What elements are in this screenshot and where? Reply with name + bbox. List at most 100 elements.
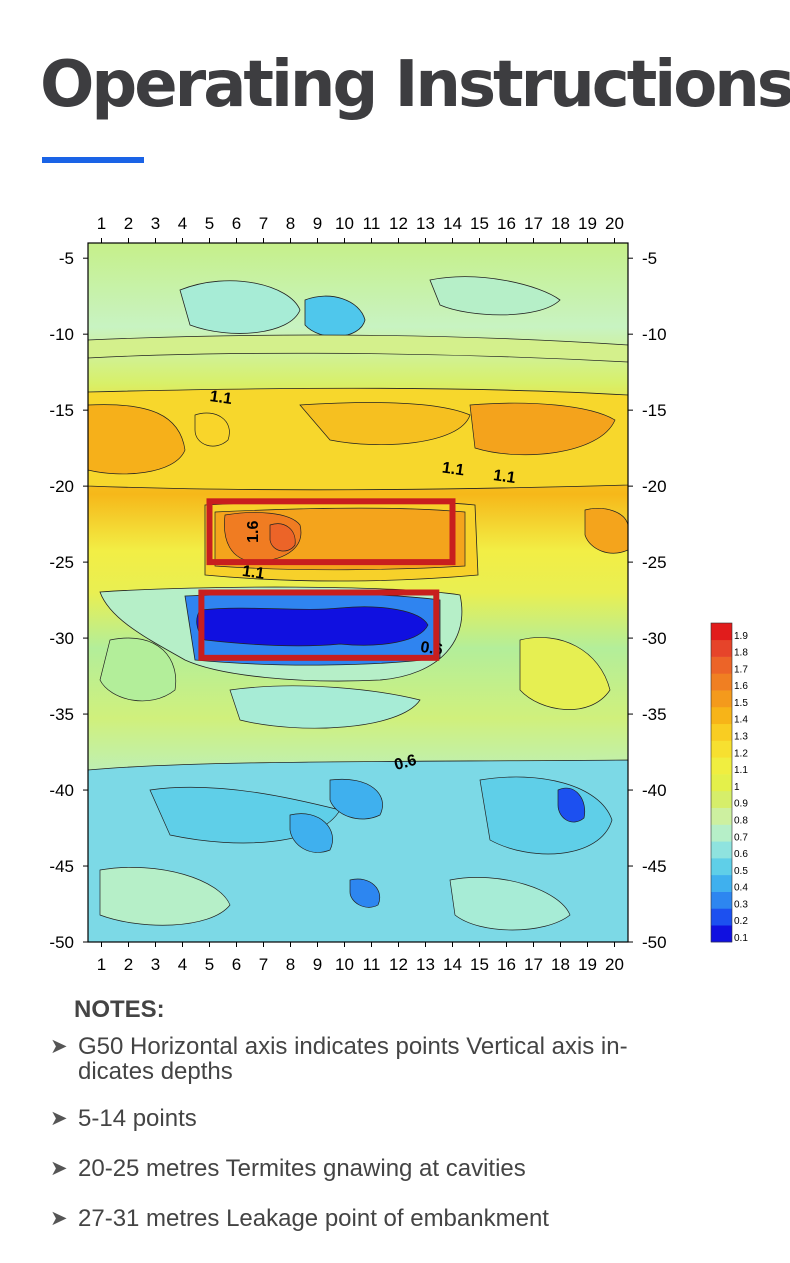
y-tick-label-right: -5 [642,249,657,268]
arrow-icon: ➤ [50,1035,68,1058]
x-tick-label-top: 7 [259,214,268,233]
colorbar-label: 1.5 [734,698,748,709]
x-tick-label-bottom: 13 [416,955,435,974]
contour-label: 1.1 [241,563,265,583]
colorbar-swatch [711,891,732,909]
contour-patch [584,508,628,554]
colorbar-swatch [711,740,732,758]
colorbar-label: 0.8 [734,815,748,826]
contour-patch [299,402,471,446]
arrow-icon: ➤ [50,1207,68,1230]
note-text: 5-14 points [78,1105,197,1132]
colorbar-swatch [711,807,732,825]
colorbar-label: 1.6 [734,681,748,692]
x-tick-label-bottom: 10 [335,955,354,974]
x-tick-label-top: 16 [497,214,516,233]
arrow-icon: ➤ [50,1107,68,1130]
x-tick-label-bottom: 9 [313,955,322,974]
colorbar-label: 1.7 [734,664,748,675]
colorbar-label: 0.5 [734,866,748,877]
colorbar-swatch [711,908,732,926]
contour-patch [179,280,301,334]
colorbar-label: 0.3 [734,899,748,910]
y-tick-label-left: -5 [59,249,74,268]
x-tick-label-top: 1 [97,214,106,233]
colorbar-border [710,622,733,943]
contour-label: 1.1 [492,467,516,487]
contour-patch [329,778,383,820]
note-item: ➤ G50 Horizontal axis indicates points V… [50,1032,740,1084]
x-tick-label-bottom: 17 [524,955,543,974]
contour-patch [469,402,616,456]
y-tick-label-right: -15 [642,401,667,420]
x-tick-label-top: 11 [363,214,381,233]
contour-chart: 1.11.1 1.11.61.10.60.6 112233445566778899… [49,214,748,974]
notes-heading: NOTES: [74,996,165,1023]
colorbar-label: 1 [734,782,740,793]
x-tick-label-bottom: 6 [232,955,241,974]
colorbar-label: 0.2 [734,916,748,927]
colorbar-swatch [711,824,732,842]
y-tick-label-left: -10 [49,325,74,344]
x-tick-label-bottom: 3 [151,955,160,974]
arrow-icon: ➤ [50,1157,68,1180]
note-item: ➤ 27-31 metres Leakage point of embankme… [50,1204,740,1234]
x-tick-label-top: 20 [605,214,624,233]
x-tick-label-bottom: 1 [97,955,106,974]
contour-patch [289,813,333,853]
x-tick-label-top: 8 [286,214,295,233]
y-tick-label-right: -30 [642,629,667,648]
x-tick-label-bottom: 11 [363,955,381,974]
contour-label: 1.6 [245,520,262,542]
page-title: Operating Instructions [40,48,790,122]
note-item: ➤ 5-14 points [50,1104,740,1134]
colorbar-swatch [711,925,732,943]
x-tick-label-top: 14 [443,214,462,233]
colorbar-label: 1.3 [734,732,748,743]
colorbar-swatch [711,639,732,657]
y-tick-label-right: -50 [642,933,667,952]
x-tick-label-top: 5 [205,214,214,233]
x-tick-label-bottom: 5 [205,955,214,974]
x-tick-label-bottom: 7 [259,955,268,974]
notes-section: NOTES: ➤ G50 Horizontal axis indicates p… [50,996,740,1254]
colorbar-swatch [711,656,732,674]
x-tick-label-top: 4 [178,214,187,233]
colorbar-label: 0.9 [734,799,748,810]
contour-label: 0.6 [392,752,418,774]
x-tick-label-top: 2 [124,214,133,233]
x-tick-label-top: 12 [389,214,408,233]
contour-label: 1.1 [441,460,465,480]
colorbar-swatch [711,690,732,708]
note-text: 20-25 metres Termites gnawing at cavitie… [78,1155,526,1182]
colorbar-label: 1.8 [734,648,748,659]
highlight-region [198,589,440,661]
x-tick-label-bottom: 14 [443,955,462,974]
x-tick-label-top: 18 [551,214,570,233]
y-tick-label-left: -30 [49,629,74,648]
x-tick-label-top: 9 [313,214,322,233]
contour-patch [519,637,611,710]
x-tick-label-bottom: 16 [497,955,516,974]
colorbar-label: 1.9 [734,631,748,642]
contour-patch [196,606,429,647]
x-tick-label-bottom: 2 [124,955,133,974]
contour-patch [194,412,230,447]
x-tick-label-top: 17 [524,214,543,233]
y-tick-label-left: -15 [49,401,74,420]
colorbar-label: 0.1 [734,933,748,944]
contour-patch [349,878,380,908]
colorbar-swatch [711,874,732,892]
y-tick-label-right: -25 [642,553,667,572]
y-tick-label-left: -25 [49,553,74,572]
x-tick-label-top: 19 [578,214,597,233]
colorbar-swatch [711,790,732,808]
y-tick-label-left: -40 [49,781,74,800]
colorbar-label: 1.2 [734,748,748,759]
y-tick-label-left: -20 [49,477,74,496]
contour-patch [269,523,296,552]
x-tick-label-bottom: 8 [286,955,295,974]
colorbar-swatch [711,706,732,725]
colorbar-swatch [711,858,732,876]
colorbar-label: 1.1 [734,765,748,776]
